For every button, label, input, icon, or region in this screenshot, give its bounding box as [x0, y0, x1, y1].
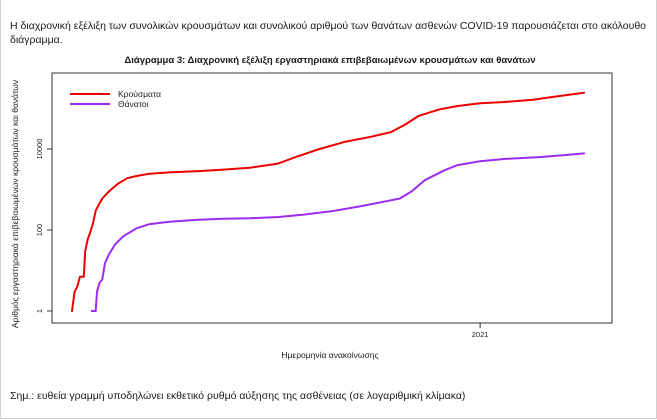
footnote: Σημ.: ευθεία γραμμή υποδηλώνει εκθετικό … — [10, 389, 466, 402]
x-tick-label: 2021 — [472, 330, 489, 339]
chart-title: Διάγραμμα 3: Διαχρονική εξέλιξη εργαστηρ… — [124, 55, 535, 66]
y-tick-label: 100 — [35, 224, 44, 237]
series-line-2 — [90, 152, 586, 312]
legend-label-1: Κρούσματα — [118, 89, 161, 99]
series-line-1 — [71, 91, 586, 312]
legend-label-2: Θάνατοι — [118, 99, 149, 109]
y-axis-label: Αριθμός εργαστηριακά επιβεβαιωμένων κρου… — [10, 80, 20, 328]
y-tick-label: 10000 — [35, 139, 44, 160]
series-lines — [71, 91, 586, 312]
axes: 1 100 10000 2021 — [35, 139, 488, 339]
y-tick-label: 1 — [35, 309, 44, 313]
intro-paragraph: Η διαχρονική εξέλιξη των συνολικών κρουσ… — [10, 19, 646, 46]
x-axis-label: Ημερομηνία ανακοίνωσης — [281, 350, 378, 360]
plot-frame — [51, 72, 613, 324]
